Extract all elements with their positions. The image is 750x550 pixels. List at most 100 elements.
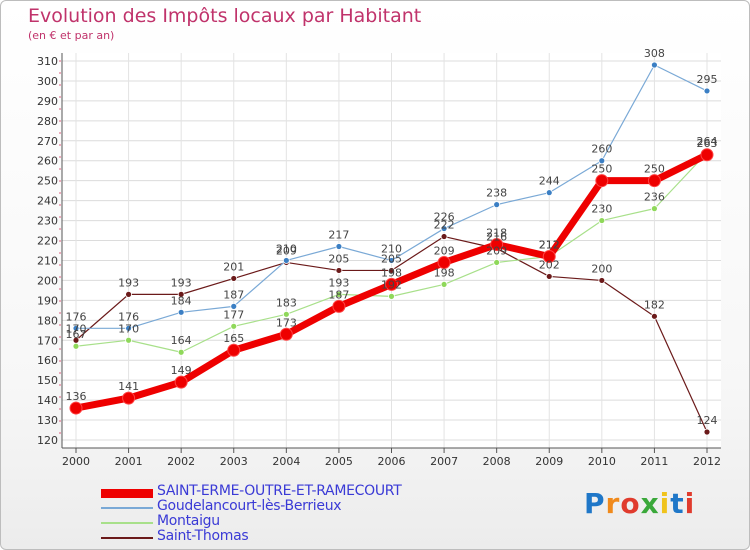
data-label: 205 — [381, 252, 402, 265]
data-point — [647, 174, 661, 188]
chart-title: Evolution des Impôts locaux par Habitant — [28, 5, 422, 27]
data-point — [437, 255, 451, 269]
y-tick-label: 190 — [37, 294, 58, 307]
data-label: 209 — [276, 244, 297, 257]
data-label: 176 — [66, 310, 87, 323]
data-point — [125, 324, 132, 332]
data-label: 212 — [539, 238, 560, 251]
legend-swatch — [101, 522, 153, 524]
data-label: 295 — [697, 73, 718, 86]
y-tick-label: 270 — [37, 135, 58, 148]
data-label: 218 — [486, 227, 507, 240]
y-tick-label: 160 — [37, 354, 58, 367]
data-point — [700, 148, 714, 162]
x-tick-label: 2004 — [272, 455, 300, 468]
y-tick-label: 150 — [37, 374, 58, 387]
data-label: 264 — [697, 135, 718, 148]
x-tick-label: 2005 — [325, 455, 353, 468]
x-tick-label: 2007 — [430, 455, 458, 468]
data-label: 216 — [486, 231, 507, 244]
data-point — [388, 257, 395, 264]
data-point — [388, 267, 395, 274]
data-label: 141 — [118, 380, 139, 393]
data-label: 210 — [381, 242, 402, 255]
y-tick-label: 130 — [37, 414, 58, 427]
x-tick-label: 2006 — [378, 455, 406, 468]
data-point — [703, 428, 711, 436]
y-tick-label: 300 — [37, 75, 58, 88]
legend-item: Saint-Thomas — [101, 528, 461, 545]
data-label: 226 — [434, 211, 455, 224]
data-point — [385, 277, 398, 291]
x-tick-label: 2009 — [535, 455, 563, 468]
data-point — [335, 243, 343, 250]
data-label: 183 — [276, 296, 297, 309]
data-point — [230, 322, 238, 330]
data-label: 177 — [223, 308, 244, 321]
data-label: 192 — [381, 278, 402, 291]
data-label: 250 — [644, 163, 665, 176]
data-label: 187 — [223, 288, 244, 301]
y-tick-label: 310 — [37, 55, 58, 68]
data-point — [122, 391, 136, 405]
y-tick-label: 280 — [37, 115, 58, 128]
data-point — [230, 302, 238, 310]
data-point — [651, 312, 658, 320]
data-label: 193 — [171, 276, 192, 289]
data-label: 217 — [328, 229, 349, 242]
y-tick-label: 180 — [37, 314, 58, 327]
data-label: 198 — [434, 266, 455, 279]
legend-item: Montaigu — [101, 513, 461, 530]
data-label: 244 — [539, 175, 560, 188]
data-point — [490, 238, 504, 252]
data-label: 238 — [486, 187, 507, 200]
data-point — [335, 267, 343, 274]
legend-label: SAINT-ERME-OUTRE-ET-RAMECOURT — [157, 483, 402, 499]
data-point — [493, 201, 501, 209]
data-label: 210 — [276, 242, 297, 255]
data-label: 136 — [66, 390, 87, 403]
legend-label: Montaigu — [157, 513, 220, 529]
data-label: 250 — [591, 163, 612, 176]
data-label: 198 — [381, 266, 402, 279]
legend-label: Saint-Thomas — [157, 528, 249, 544]
data-label: 263 — [697, 137, 718, 150]
data-label: 230 — [591, 203, 612, 216]
data-label: 209 — [486, 244, 507, 257]
data-point — [545, 189, 553, 197]
x-tick-label: 2001 — [115, 455, 143, 468]
data-point — [69, 401, 83, 415]
data-label: 124 — [697, 414, 718, 427]
legend-item: Goudelancourt-lès-Berrieux — [101, 498, 461, 515]
y-tick-label: 170 — [37, 334, 58, 347]
y-tick-label: 200 — [37, 274, 58, 287]
data-point — [177, 290, 185, 298]
data-point — [227, 343, 241, 357]
y-tick-label: 250 — [37, 175, 58, 188]
data-label: 209 — [434, 244, 455, 257]
legend-swatch — [101, 489, 153, 498]
data-point — [651, 205, 658, 213]
data-label: 149 — [171, 364, 192, 377]
data-label: 193 — [118, 276, 139, 289]
data-point — [493, 259, 501, 266]
y-tick-label: 260 — [37, 155, 58, 168]
y-tick-label: 290 — [37, 95, 58, 108]
data-point — [598, 277, 606, 284]
data-label: 170 — [118, 322, 139, 335]
data-label: 176 — [118, 310, 139, 323]
data-point — [703, 87, 711, 95]
data-label: 236 — [644, 191, 665, 204]
chart-subtitle: (en € et par an) — [28, 29, 115, 42]
data-label: 212 — [539, 238, 560, 251]
legend-swatch — [101, 507, 153, 509]
y-tick-label: 220 — [37, 235, 58, 248]
x-tick-label: 2010 — [588, 455, 616, 468]
data-point — [598, 217, 606, 224]
data-point — [282, 310, 290, 318]
data-point — [282, 257, 290, 264]
x-tick-label: 2012 — [693, 455, 721, 468]
data-point — [279, 327, 293, 341]
data-point — [542, 249, 556, 263]
